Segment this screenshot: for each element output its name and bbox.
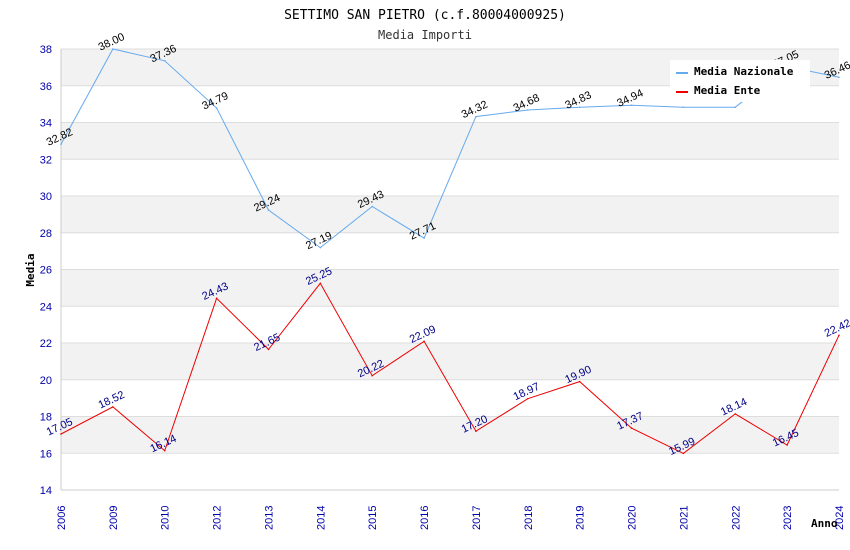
legend-label-ente: Media Ente <box>694 84 761 97</box>
y-axis-label: Media <box>24 253 37 286</box>
grid-band <box>61 196 839 233</box>
grid-band <box>61 122 839 160</box>
y-tick-label: 24 <box>40 301 52 313</box>
x-tick-label: 2018 <box>523 506 535 530</box>
data-point <box>60 143 62 145</box>
y-tick-labels: 14 16 18 20 22 24 26 28 30 32 34 36 38 <box>40 44 52 497</box>
data-point <box>475 115 477 118</box>
data-point <box>527 397 529 400</box>
y-tick-label: 28 <box>40 228 52 240</box>
legend-label-national: Media Nazionale <box>694 65 794 78</box>
x-tick-label: 2023 <box>782 506 794 530</box>
data-point <box>267 348 270 351</box>
chart-title: SETTIMO SAN PIETRO (c.f.80004000925) <box>284 8 566 23</box>
grid-band <box>61 269 839 307</box>
y-tick-label: 32 <box>40 154 52 166</box>
x-tick-label: 2009 <box>108 506 120 530</box>
x-axis-label: Anno <box>811 517 838 530</box>
y-tick-label: 20 <box>40 375 52 387</box>
x-tick-label: 2019 <box>575 506 587 530</box>
data-point <box>838 334 840 337</box>
x-tick-label: 2016 <box>419 506 431 530</box>
data-point <box>112 48 114 50</box>
grid-band <box>61 416 839 454</box>
data-point <box>215 107 218 109</box>
legend: Media Nazionale Media Ente <box>670 60 810 102</box>
data-point <box>371 205 374 208</box>
y-tick-label: 36 <box>40 81 52 93</box>
x-tick-labels: 2006 2009 2010 2012 2013 2014 2015 2016 2017 2018… <box>56 506 846 530</box>
series-lines <box>60 48 840 455</box>
y-tick-label: 26 <box>40 265 52 277</box>
data-point <box>163 59 166 62</box>
grid-band <box>61 232 839 270</box>
data-point <box>578 106 581 109</box>
x-tick-label: 2024 <box>834 506 846 530</box>
y-tick-label: 34 <box>40 118 52 130</box>
x-tick-label: 2015 <box>367 506 379 530</box>
data-point <box>371 374 374 377</box>
series-line-media-nazionale <box>60 48 840 249</box>
data-point <box>578 380 581 383</box>
y-tick-label: 18 <box>40 412 52 424</box>
x-tick-label: 2013 <box>263 506 275 530</box>
data-point <box>682 106 685 109</box>
y-tick-label: 14 <box>40 485 52 497</box>
grid-band <box>61 453 839 490</box>
data-point <box>215 297 218 300</box>
data-point <box>630 427 633 429</box>
y-tick-label: 30 <box>40 191 52 203</box>
legend-box <box>670 60 810 102</box>
y-tick-label: 22 <box>40 338 52 350</box>
data-point <box>786 444 788 446</box>
x-tick-label: 2010 <box>160 506 172 530</box>
grid-band <box>61 306 839 343</box>
grid-bands <box>61 49 839 490</box>
data-point <box>423 340 425 343</box>
data-point <box>319 282 322 285</box>
y-tick-label: 38 <box>40 44 52 56</box>
data-point <box>163 449 166 452</box>
x-tick-label: 2006 <box>56 506 68 530</box>
y-tick-label: 16 <box>40 448 52 460</box>
data-point <box>838 76 840 79</box>
grid-band <box>61 343 839 380</box>
data-point <box>475 430 477 433</box>
data-point <box>734 106 737 109</box>
x-tick-label: 2022 <box>730 506 742 530</box>
x-tick-label: 2020 <box>627 506 639 530</box>
data-point <box>527 109 529 111</box>
x-tick-label: 2017 <box>471 506 483 530</box>
series-line-media-ente <box>60 282 840 454</box>
data-point <box>60 433 62 435</box>
chart-subtitle: Media Importi <box>378 28 472 42</box>
x-tick-label: 2021 <box>678 506 690 530</box>
data-point <box>267 209 270 211</box>
data-point <box>423 237 425 239</box>
data-point <box>682 452 685 455</box>
data-point <box>319 246 322 249</box>
x-tick-label: 2014 <box>315 506 327 530</box>
data-point <box>112 406 114 408</box>
data-point <box>630 104 633 107</box>
data-point <box>734 413 737 415</box>
x-tick-label: 2012 <box>212 506 224 530</box>
